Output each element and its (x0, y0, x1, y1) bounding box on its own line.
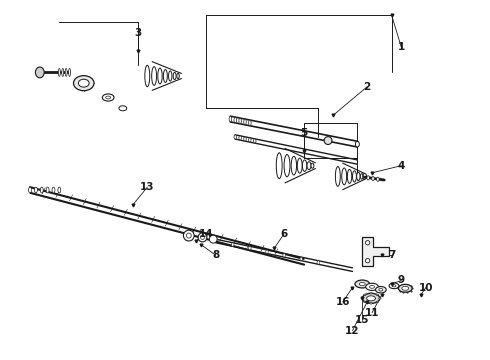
Ellipse shape (276, 153, 282, 179)
Ellipse shape (324, 136, 332, 144)
Text: 7: 7 (388, 250, 395, 260)
Ellipse shape (58, 68, 60, 76)
Ellipse shape (183, 230, 194, 241)
Ellipse shape (248, 120, 251, 126)
Ellipse shape (359, 282, 365, 285)
Text: 3: 3 (134, 28, 141, 38)
Ellipse shape (375, 287, 386, 293)
Text: 16: 16 (336, 297, 350, 307)
Ellipse shape (357, 172, 360, 180)
Ellipse shape (389, 283, 399, 289)
Text: 15: 15 (355, 315, 369, 325)
Ellipse shape (28, 187, 31, 193)
Ellipse shape (307, 162, 311, 170)
Ellipse shape (367, 176, 369, 180)
Ellipse shape (297, 158, 302, 173)
Text: 4: 4 (398, 161, 405, 171)
Ellipse shape (376, 294, 378, 296)
Ellipse shape (239, 136, 242, 140)
Ellipse shape (317, 261, 319, 264)
Ellipse shape (366, 283, 378, 291)
Ellipse shape (46, 187, 49, 193)
Text: 1: 1 (398, 42, 405, 52)
Ellipse shape (372, 176, 374, 181)
Ellipse shape (342, 168, 346, 185)
Ellipse shape (173, 72, 176, 80)
Text: 6: 6 (280, 229, 288, 239)
Ellipse shape (335, 167, 340, 186)
Ellipse shape (158, 68, 162, 84)
Ellipse shape (370, 303, 372, 304)
Ellipse shape (62, 68, 64, 76)
Ellipse shape (266, 250, 268, 253)
Ellipse shape (366, 258, 370, 263)
Ellipse shape (300, 257, 302, 261)
Ellipse shape (234, 117, 237, 123)
Ellipse shape (302, 160, 307, 171)
Ellipse shape (352, 171, 356, 182)
Polygon shape (362, 237, 389, 266)
Ellipse shape (361, 298, 364, 299)
Ellipse shape (40, 187, 43, 193)
Ellipse shape (35, 67, 44, 78)
Ellipse shape (244, 137, 246, 141)
Ellipse shape (364, 294, 366, 296)
Ellipse shape (152, 67, 157, 85)
Text: 2: 2 (364, 82, 371, 92)
Ellipse shape (58, 187, 61, 193)
Ellipse shape (367, 296, 375, 301)
Text: 9: 9 (398, 275, 405, 285)
Ellipse shape (34, 187, 37, 193)
Ellipse shape (379, 288, 383, 291)
Text: 10: 10 (418, 283, 433, 293)
Ellipse shape (253, 139, 256, 143)
Ellipse shape (234, 135, 237, 139)
Ellipse shape (347, 170, 352, 183)
Ellipse shape (229, 116, 232, 122)
Ellipse shape (52, 187, 55, 193)
Ellipse shape (355, 280, 369, 288)
Ellipse shape (284, 154, 290, 177)
Ellipse shape (65, 68, 67, 76)
Ellipse shape (163, 69, 167, 82)
Ellipse shape (239, 118, 242, 124)
Ellipse shape (244, 119, 246, 125)
Text: 8: 8 (212, 250, 220, 260)
Ellipse shape (379, 298, 381, 299)
Ellipse shape (248, 138, 251, 142)
Text: 11: 11 (365, 308, 379, 318)
Text: 14: 14 (198, 229, 213, 239)
Ellipse shape (377, 177, 379, 181)
Ellipse shape (398, 284, 412, 292)
Text: 5: 5 (300, 129, 307, 138)
Ellipse shape (283, 253, 285, 257)
Ellipse shape (248, 246, 251, 250)
Ellipse shape (177, 73, 179, 78)
Ellipse shape (198, 233, 207, 242)
Ellipse shape (291, 156, 296, 175)
Ellipse shape (355, 141, 359, 147)
Ellipse shape (370, 293, 372, 294)
Ellipse shape (169, 71, 172, 81)
Ellipse shape (74, 76, 94, 91)
Ellipse shape (311, 163, 314, 168)
Ellipse shape (362, 293, 380, 303)
Ellipse shape (78, 79, 89, 87)
Ellipse shape (69, 68, 71, 76)
Text: 13: 13 (140, 182, 154, 192)
Ellipse shape (402, 286, 409, 290)
Text: 12: 12 (345, 325, 360, 336)
Ellipse shape (232, 243, 234, 246)
Ellipse shape (364, 301, 366, 303)
Ellipse shape (376, 301, 378, 303)
Ellipse shape (209, 235, 217, 243)
Ellipse shape (145, 65, 150, 87)
Ellipse shape (366, 240, 370, 245)
Ellipse shape (360, 174, 363, 179)
